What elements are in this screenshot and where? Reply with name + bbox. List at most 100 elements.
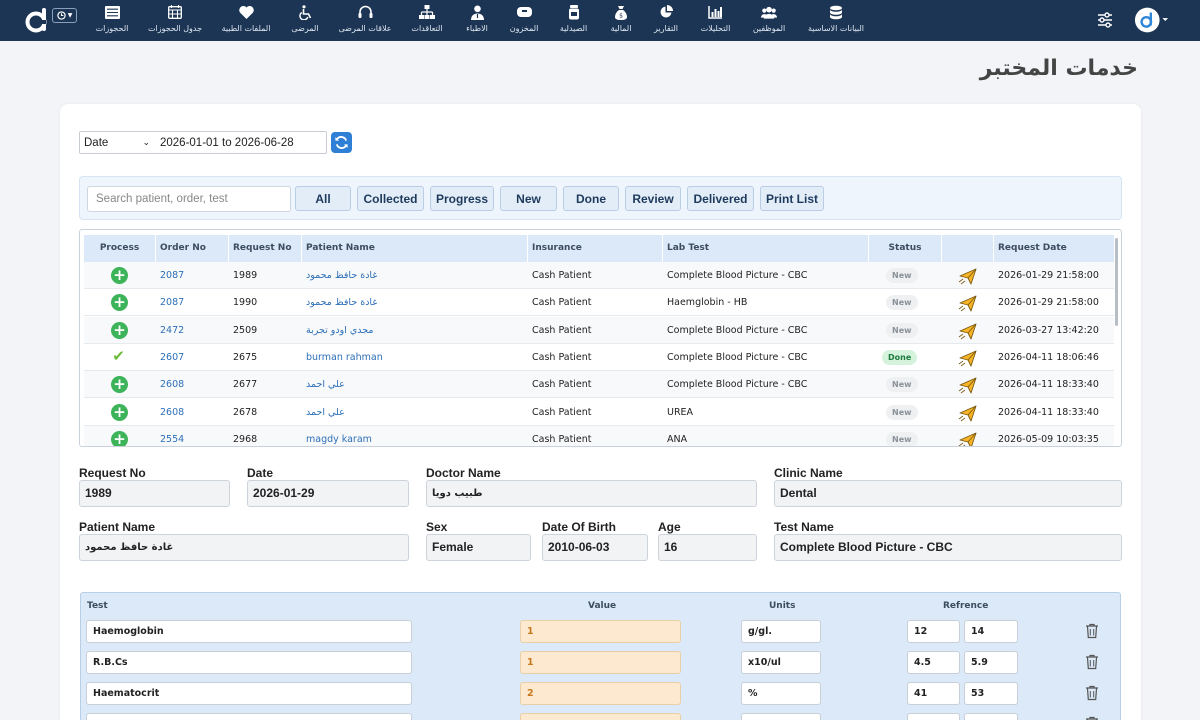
reference-low[interactable]: 4.5: [907, 651, 960, 674]
send-icon[interactable]: [958, 266, 978, 286]
refresh-button[interactable]: [331, 132, 352, 153]
send-icon[interactable]: [958, 321, 978, 341]
nav-employees[interactable]: الموظفين: [750, 4, 788, 38]
date-field[interactable]: 2026-01-29: [247, 480, 409, 507]
add-process-icon[interactable]: +: [111, 321, 128, 339]
table-row[interactable]: ✔ 2607 2675 burman rahman Cash Patient Comple…: [84, 344, 1114, 371]
reference-low[interactable]: 12: [907, 620, 960, 643]
table-row[interactable]: +2608 2677 علي احمد Cash Patient Complete Bl…: [84, 371, 1114, 399]
nav-finance[interactable]: $ المالية: [609, 4, 633, 38]
order-no-link[interactable]: 2472: [160, 324, 185, 336]
col-insurance[interactable]: Insurance: [528, 235, 663, 262]
table-row[interactable]: +2087 1990 غادة حافظ محمود Cash Patient Haem…: [84, 289, 1114, 317]
request-no-field[interactable]: 1989: [79, 480, 230, 507]
patient-name-link[interactable]: غادة حافظ محمود: [306, 270, 378, 281]
send-icon[interactable]: [958, 293, 978, 313]
age-field[interactable]: 16: [658, 534, 757, 561]
nav-medical-files[interactable]: الملفات الطبية: [222, 4, 270, 38]
nav-booking-schedule[interactable]: جدول الحجوزات: [148, 4, 202, 38]
nav-pharmacy[interactable]: الصيدلية: [558, 4, 589, 38]
order-no-link[interactable]: 2554: [160, 433, 185, 445]
result-value-input[interactable]: [520, 713, 681, 720]
patient-name-link[interactable]: غادة حافظ محمود: [306, 297, 378, 309]
reference-high[interactable]: 5.9: [964, 651, 1018, 674]
nav-bookings[interactable]: الحجوزات: [96, 4, 128, 38]
filter-delivered-button[interactable]: Delivered: [687, 186, 754, 211]
send-icon[interactable]: [958, 403, 978, 423]
nav-basic-data[interactable]: البيانات الاساسية: [808, 4, 864, 38]
add-process-icon[interactable]: +: [111, 267, 128, 284]
trash-icon[interactable]: [1085, 623, 1099, 639]
send-icon[interactable]: [958, 375, 978, 395]
sliders-icon[interactable]: [1096, 11, 1114, 29]
patient-name-link[interactable]: علي احمد: [306, 379, 345, 391]
send-icon[interactable]: [958, 430, 978, 447]
add-process-icon[interactable]: +: [111, 430, 128, 446]
sex-field[interactable]: Female: [426, 534, 531, 561]
table-scrollbar[interactable]: [1115, 238, 1118, 326]
result-unit[interactable]: %: [741, 682, 821, 705]
date-range-input[interactable]: 2026-01-01 to 2026-06-28: [160, 136, 294, 149]
add-process-icon[interactable]: +: [111, 376, 128, 394]
result-unit[interactable]: g/gl.: [741, 620, 821, 643]
order-no-link[interactable]: 2087: [160, 270, 185, 281]
dob-field[interactable]: 2010-06-03: [542, 534, 648, 561]
trash-icon[interactable]: [1085, 685, 1099, 701]
col-lab-test[interactable]: Lab Test: [663, 235, 869, 262]
filter-done-button[interactable]: Done: [563, 186, 619, 211]
patient-name-link[interactable]: burman rahman: [306, 351, 383, 363]
col-order-no[interactable]: Order No: [156, 235, 229, 262]
mode-dropdown[interactable]: ▼: [52, 8, 77, 23]
reference-high[interactable]: 53: [964, 682, 1018, 705]
send-icon[interactable]: [958, 348, 978, 368]
nav-inventory[interactable]: المخزون: [510, 4, 538, 38]
order-no-link[interactable]: 2608: [160, 379, 185, 391]
nav-doctors[interactable]: الاطباء: [464, 4, 490, 38]
test-name-field[interactable]: Complete Blood Picture - CBC: [774, 534, 1122, 561]
clinic-name-field[interactable]: Dental: [774, 480, 1122, 507]
nav-contracts[interactable]: التعاقدات: [409, 4, 445, 38]
filter-review-button[interactable]: Review: [625, 186, 681, 211]
doctor-name-field[interactable]: طبيب دويا: [426, 480, 757, 507]
user-avatar-icon[interactable]: [1134, 5, 1170, 35]
patient-name-link[interactable]: علي احمد: [306, 406, 345, 418]
print-list-button[interactable]: Print List: [760, 186, 824, 211]
filter-all-button[interactable]: All: [295, 186, 351, 211]
add-process-icon[interactable]: +: [111, 403, 128, 421]
result-value-input[interactable]: 1: [520, 620, 681, 643]
filter-new-button[interactable]: New: [500, 186, 557, 211]
result-value-input[interactable]: 1: [520, 651, 681, 674]
table-row[interactable]: +2472 2509 مجدي اودو تجربة Cash Patient Comp…: [84, 316, 1114, 344]
patient-name-link[interactable]: magdy karam: [306, 433, 372, 445]
search-input[interactable]: [87, 186, 291, 212]
col-request-date[interactable]: Request Date: [998, 243, 1067, 253]
filter-progress-button[interactable]: Progress: [430, 186, 494, 211]
table-row[interactable]: +2608 2678 علي احمد Cash Patient UREA New 2026…: [84, 399, 1114, 426]
reference-high[interactable]: 14: [964, 620, 1018, 643]
col-status[interactable]: Status: [869, 235, 942, 262]
nav-patients[interactable]: المرضى: [291, 4, 319, 38]
reference-low[interactable]: 41: [907, 682, 960, 705]
order-no-link[interactable]: 2087: [160, 297, 185, 309]
col-request-no[interactable]: Request No: [229, 235, 302, 262]
date-type-select[interactable]: Date ⌄: [80, 137, 156, 149]
nav-reports[interactable]: التقارير: [653, 4, 679, 38]
order-no-link[interactable]: 2607: [160, 351, 185, 363]
trash-icon[interactable]: [1085, 654, 1099, 670]
nav-analytics[interactable]: التحليلات: [699, 4, 732, 38]
result-value-input[interactable]: 2: [520, 682, 681, 705]
table-row[interactable]: +2087 1989 غادة حافظ محمود Cash Patient Comp…: [84, 262, 1114, 289]
order-no-link[interactable]: 2608: [160, 406, 185, 418]
patient-name-link[interactable]: مجدي اودو تجربة: [306, 324, 374, 336]
col-patient-name[interactable]: Patient Name: [302, 235, 528, 262]
nav-patient-relations[interactable]: علاقات المرضى: [338, 4, 392, 38]
result-unit[interactable]: x10/ul: [741, 651, 821, 674]
patient-name-field[interactable]: غادة حافظ محمود: [79, 534, 409, 561]
col-process[interactable]: Process: [84, 235, 156, 262]
trash-icon[interactable]: [1085, 716, 1099, 720]
result-unit[interactable]: [741, 713, 821, 720]
reference-low[interactable]: [907, 713, 960, 720]
add-process-icon[interactable]: +: [111, 294, 128, 312]
filter-collected-button[interactable]: Collected: [357, 186, 424, 211]
date-filter[interactable]: Date ⌄ 2026-01-01 to 2026-06-28: [79, 131, 327, 154]
